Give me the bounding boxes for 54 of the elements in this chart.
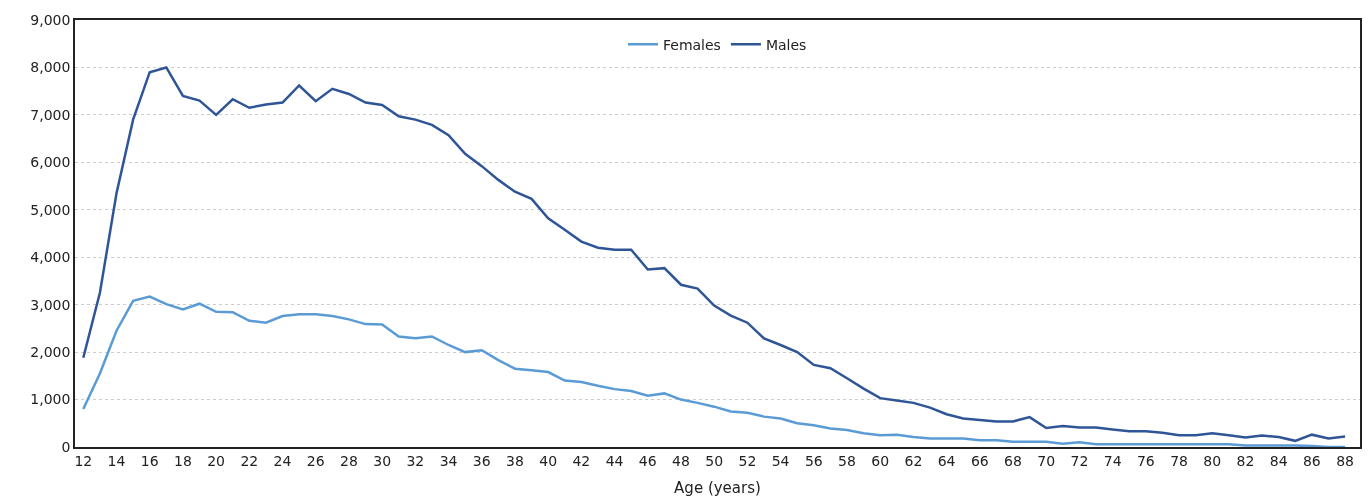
x-tick-label: 30 — [373, 452, 392, 469]
y-tick-label: 4,000 — [30, 249, 71, 266]
x-tick-label: 72 — [1070, 452, 1089, 469]
line-series — [82, 66, 1347, 443]
y-tick-label: 5,000 — [30, 201, 71, 218]
x-tick-label: 34 — [439, 452, 458, 469]
x-tick-label: 38 — [506, 452, 524, 469]
x-tick-label: 64 — [937, 452, 956, 469]
x-tick-label: 78 — [1170, 452, 1188, 469]
x-tick-label: 18 — [174, 452, 192, 469]
y-tick-label: 7,000 — [30, 106, 71, 123]
y-tick-label: 8,000 — [30, 59, 71, 76]
x-tick-label: 46 — [638, 452, 657, 469]
x-tick-label: 54 — [771, 452, 790, 469]
x-tick-label: 14 — [107, 452, 126, 469]
x-tick-label: 60 — [871, 452, 890, 469]
x-tick-label: 68 — [1004, 452, 1022, 469]
x-tick-label: 36 — [472, 452, 491, 469]
legend-label: Males — [765, 36, 807, 53]
x-tick-label: 82 — [1236, 452, 1255, 469]
y-tick-label: 1,000 — [30, 391, 71, 408]
x-tick-label: 62 — [904, 452, 923, 469]
x-tick-label: 24 — [273, 452, 292, 469]
x-tick-label: 84 — [1269, 452, 1288, 469]
line-series — [82, 295, 1347, 447]
x-tick-label: 66 — [970, 452, 989, 469]
x-tick-label: 86 — [1302, 452, 1321, 469]
x-tick-label: 16 — [140, 452, 159, 469]
x-tick-label: 40 — [539, 452, 558, 469]
x-axis-title: Age (years) — [674, 479, 761, 498]
x-tick-label: 48 — [672, 452, 690, 469]
x-tick-label: 70 — [1037, 452, 1056, 469]
x-tick-label: 88 — [1336, 452, 1354, 469]
x-tick-label: 74 — [1103, 452, 1122, 469]
x-tick-label: 28 — [340, 452, 358, 469]
y-tick-label: 6,000 — [30, 154, 71, 171]
x-tick-label: 42 — [572, 452, 591, 469]
y-tick-label: 2,000 — [30, 344, 71, 361]
x-tick-label: 52 — [738, 452, 757, 469]
y-tick-label: 3,000 — [30, 296, 71, 313]
x-tick-label: 32 — [406, 452, 425, 469]
x-tick-label: 56 — [804, 452, 823, 469]
x-tick-label: 50 — [705, 452, 724, 469]
x-tick-label: 12 — [74, 452, 93, 469]
legend-label: Females — [663, 36, 721, 53]
x-tick-label: 26 — [306, 452, 325, 469]
x-tick-label: 44 — [605, 452, 624, 469]
x-tick-label: 20 — [207, 452, 226, 469]
y-tick-label: 0 — [61, 438, 71, 455]
x-tick-label: 58 — [838, 452, 856, 469]
x-tick-label: 22 — [240, 452, 259, 469]
x-tick-label: 80 — [1203, 452, 1222, 469]
y-tick-label: 9,000 — [30, 11, 71, 28]
x-tick-label: 76 — [1136, 452, 1155, 469]
